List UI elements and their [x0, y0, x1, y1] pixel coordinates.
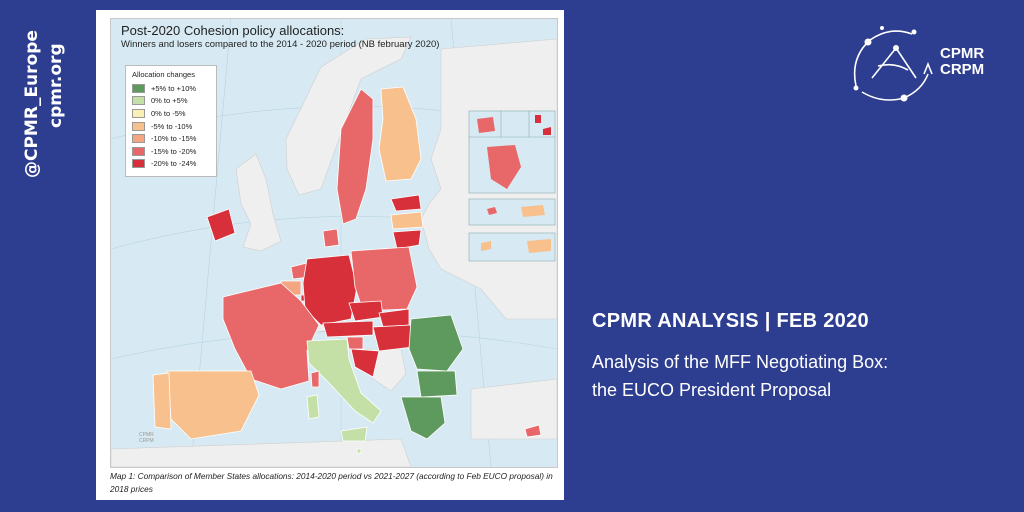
guadeloupe [543, 127, 551, 135]
brand-name: CPMR CRPM [940, 46, 984, 78]
map-watermark: CPMR CRPM [139, 432, 154, 444]
outermost-insets [468, 110, 556, 262]
legend-label: -20% to -24% [151, 159, 197, 169]
website-link[interactable]: cpmr.org [46, 43, 66, 128]
legend-swatch [132, 134, 145, 144]
slovakia [378, 308, 410, 328]
bulgaria [416, 370, 458, 398]
france [222, 282, 320, 390]
romania [408, 314, 464, 372]
poland [350, 246, 418, 312]
czechia [348, 300, 384, 322]
lithuania [392, 229, 422, 250]
north-africa [111, 438, 412, 467]
legend-swatch [132, 108, 145, 118]
finland [378, 86, 422, 182]
spain [166, 370, 260, 440]
legend-item: -20% to -24% [132, 158, 210, 171]
italy [306, 338, 382, 424]
croatia [350, 348, 380, 378]
greece [400, 396, 446, 440]
map-caption: Map 1: Comparison of Member States alloc… [110, 471, 553, 494]
legend-item: 0% to -5% [132, 107, 210, 120]
cpmr-compass-logo-icon [853, 26, 933, 102]
latvia [390, 211, 424, 230]
map-frame: Post-2020 Cohesion policy allocations: W… [110, 18, 558, 468]
germany [302, 254, 358, 326]
legend-label: +5% to +10% [151, 83, 197, 93]
headline: CPMR ANALYSIS | FEB 2020 [592, 310, 869, 332]
legend-swatch [132, 83, 145, 93]
twitter-handle[interactable]: @CPMR_Europe [22, 30, 42, 178]
canary-islands [521, 205, 545, 217]
legend-label: -10% to -15% [151, 134, 197, 144]
french-guiana [487, 145, 521, 189]
legend-title: Allocation changes [132, 70, 195, 79]
legend-label: 0% to -5% [151, 108, 186, 118]
slovenia [346, 336, 364, 350]
map-subtitle: Winners and losers compared to the 2014 … [121, 39, 440, 50]
legend-item: +5% to +10% [132, 82, 210, 95]
sardinia [306, 394, 320, 420]
europe-map [111, 19, 557, 467]
legend-item: 0% to +5% [132, 95, 210, 108]
side-bar: @CPMR_Europe cpmr.org [0, 0, 80, 512]
cyprus [524, 424, 542, 438]
turkey [470, 378, 557, 440]
legend-label: -5% to -10% [151, 121, 193, 131]
subtitle-line-2: the EUCO President Proposal [592, 380, 832, 400]
legend-item: -15% to -20% [132, 145, 210, 158]
legend-swatch [132, 121, 145, 131]
corsica [310, 370, 320, 388]
azores [487, 207, 497, 215]
legend-item: -10% to -15% [132, 132, 210, 145]
reunion [477, 117, 495, 133]
martinique [535, 115, 541, 123]
map-legend: Allocation changes +5% to +10% 0% to +5% 0… [125, 65, 217, 177]
subtitle-line-1: Analysis of the MFF Negotiating Box: [592, 352, 889, 372]
legend-label: 0% to +5% [151, 96, 188, 106]
map-title: Post-2020 Cohesion policy allocations: [121, 23, 345, 38]
portugal [152, 372, 172, 430]
legend-swatch [132, 159, 145, 169]
malta [356, 448, 362, 454]
map-card: Post-2020 Cohesion policy allocations: W… [96, 10, 564, 500]
hungary [372, 324, 414, 352]
legend-item: -5% to -10% [132, 120, 210, 133]
sicily [340, 426, 368, 442]
uk [235, 153, 282, 252]
legend-label: -15% to -20% [151, 146, 197, 156]
brand-line-2: CRPM [940, 61, 985, 78]
watermark-line2: CRPM [139, 438, 154, 444]
mayotte [527, 239, 551, 253]
austria [322, 320, 374, 338]
legend-swatch [132, 146, 145, 156]
madeira [481, 241, 491, 251]
subtitle: Analysis of the MFF Negotiating Box: the… [592, 348, 1002, 404]
sweden [336, 88, 374, 225]
watermark-line1: CPMR [139, 432, 154, 438]
norway [285, 36, 412, 196]
brand-line-1: CPMR [940, 45, 985, 62]
estonia [390, 194, 422, 212]
legend-items: +5% to +10% 0% to +5% 0% to -5% -5% to -10%… [132, 82, 210, 170]
eu-states [152, 86, 542, 454]
legend-swatch [132, 96, 145, 106]
ireland [206, 208, 236, 242]
denmark [322, 228, 340, 248]
